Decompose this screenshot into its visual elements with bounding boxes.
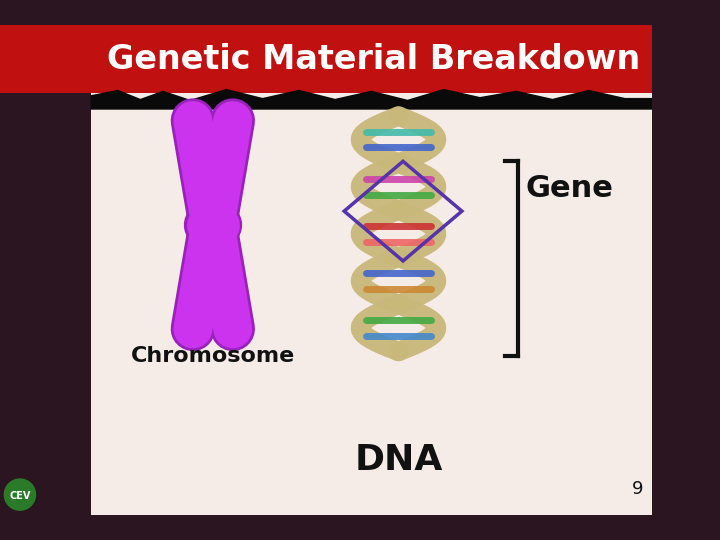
Text: Chromosome: Chromosome <box>131 346 295 366</box>
Text: Gene: Gene <box>526 174 613 203</box>
Text: CEV: CEV <box>9 490 31 501</box>
Text: Genetic Material Breakdown: Genetic Material Breakdown <box>107 43 640 76</box>
Circle shape <box>4 478 36 511</box>
Text: DNA: DNA <box>354 443 443 477</box>
Text: 9: 9 <box>631 480 643 498</box>
Bar <box>91 93 652 515</box>
Bar <box>0 25 652 93</box>
Bar <box>0 25 91 515</box>
Polygon shape <box>91 89 652 110</box>
